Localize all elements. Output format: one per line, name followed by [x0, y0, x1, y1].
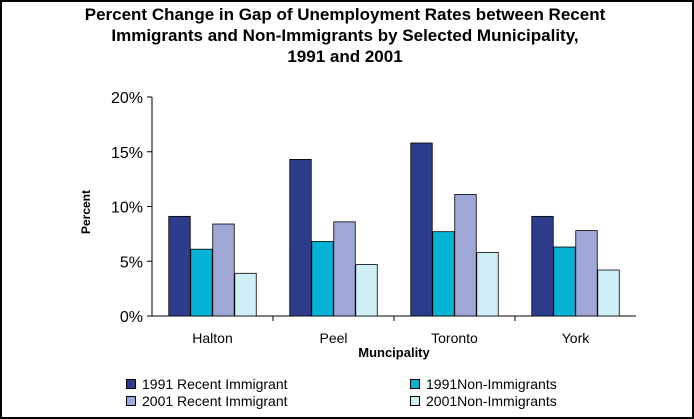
- bar-york-series-2: [575, 230, 598, 317]
- legend-label: 1991 Recent Immigrant: [142, 376, 288, 392]
- category-label-halton: Halton: [192, 330, 232, 346]
- bar-halton-series-2: [212, 223, 235, 317]
- y-ticks: 0% 5% 10% 15% 20%: [111, 90, 152, 326]
- chart-title-line-2: Immigrants and Non-Immigrants by Selecte…: [111, 26, 579, 45]
- bar-halton-series-0: [168, 215, 191, 317]
- bar-toronto-series-2: [454, 194, 477, 317]
- category-label-peel: Peel: [319, 330, 347, 346]
- bar-peel-series-0: [289, 159, 312, 317]
- category-label-toronto: Toronto: [431, 330, 478, 346]
- bar-york-series-1: [553, 246, 576, 317]
- bar-halton-series-3: [234, 272, 257, 317]
- bar-york-series-3: [597, 269, 620, 317]
- bar-toronto-series-1: [432, 231, 455, 317]
- chart-title-line-3: 1991 and 2001: [287, 47, 403, 66]
- bar-toronto-series-0: [410, 142, 433, 317]
- bar-peel-series-1: [311, 241, 334, 317]
- legend-item-2001-recent-immigrant: 2001 Recent Immigrant: [126, 393, 288, 409]
- legend-label: 2001 Recent Immigrant: [142, 393, 288, 409]
- legend-swatch: [126, 379, 136, 389]
- legend-label: 2001Non-Immigrants: [426, 393, 557, 409]
- bar-peel-series-3: [355, 264, 378, 317]
- legend-item-2001-non-immigrants: 2001Non-Immigrants: [410, 393, 557, 409]
- x-ticks: [272, 316, 516, 321]
- legend-swatch: [410, 396, 420, 406]
- chart-title-line-1: Percent Change in Gap of Unemployment Ra…: [84, 5, 606, 24]
- category-labels: Halton Peel Toronto York: [192, 330, 590, 346]
- y-tick-label: 5%: [120, 254, 143, 271]
- bar-halton-series-1: [190, 248, 213, 317]
- legend-swatch: [410, 379, 420, 389]
- bars: [168, 142, 620, 317]
- legend-label: 1991Non-Immigrants: [426, 376, 557, 392]
- y-tick-label: 0%: [120, 309, 143, 326]
- x-axis-title: Muncipality: [358, 345, 430, 360]
- y-tick-label: 10%: [111, 200, 143, 217]
- legend: 1991 Recent Immigrant 1991Non-Immigrants…: [126, 376, 626, 412]
- category-label-york: York: [562, 330, 591, 346]
- y-tick-label: 20%: [111, 90, 143, 107]
- legend-item-1991-recent-immigrant: 1991 Recent Immigrant: [126, 376, 288, 392]
- bar-toronto-series-3: [476, 252, 499, 317]
- y-axis-title: Percent: [79, 190, 93, 234]
- y-tick-label: 15%: [111, 145, 143, 162]
- bar-peel-series-2: [333, 221, 356, 317]
- bar-york-series-0: [531, 215, 554, 317]
- legend-item-1991-non-immigrants: 1991Non-Immigrants: [410, 376, 557, 392]
- chart-title: Percent Change in Gap of Unemployment Ra…: [0, 4, 690, 67]
- legend-swatch: [126, 396, 136, 406]
